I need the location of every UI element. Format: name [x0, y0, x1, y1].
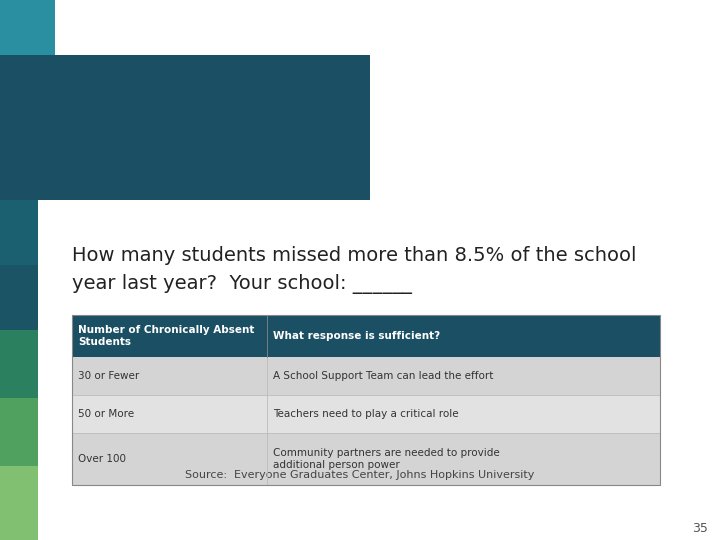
Text: 50 or More: 50 or More [78, 409, 134, 419]
Text: Source:  Everyone Graduates Center, Johns Hopkins University: Source: Everyone Graduates Center, Johns… [185, 470, 535, 480]
Bar [72, 315, 660, 357]
Text: Number of Chronically Absent
Students: Number of Chronically Absent Students [78, 325, 254, 347]
Text: Data Dive: Data Dive [80, 138, 164, 152]
Text: A School Support Team can lead the effort: A School Support Team can lead the effor… [273, 371, 493, 381]
Text: Teachers need to play a critical role: Teachers need to play a critical role [273, 409, 459, 419]
Bar [72, 315, 660, 485]
Bar [72, 395, 660, 433]
Text: 30 or Fewer: 30 or Fewer [78, 371, 139, 381]
Text: Over 100: Over 100 [78, 454, 126, 464]
Bar [72, 433, 660, 485]
Text: Community partners are needed to provide
additional person power: Community partners are needed to provide… [273, 448, 500, 470]
Text: How many students missed more than 8.5% of the school
year last year?  Your scho: How many students missed more than 8.5% … [72, 246, 636, 294]
Text: What response is sufficient?: What response is sufficient? [273, 331, 440, 341]
Bar [72, 357, 660, 395]
Text: 35: 35 [692, 522, 708, 535]
